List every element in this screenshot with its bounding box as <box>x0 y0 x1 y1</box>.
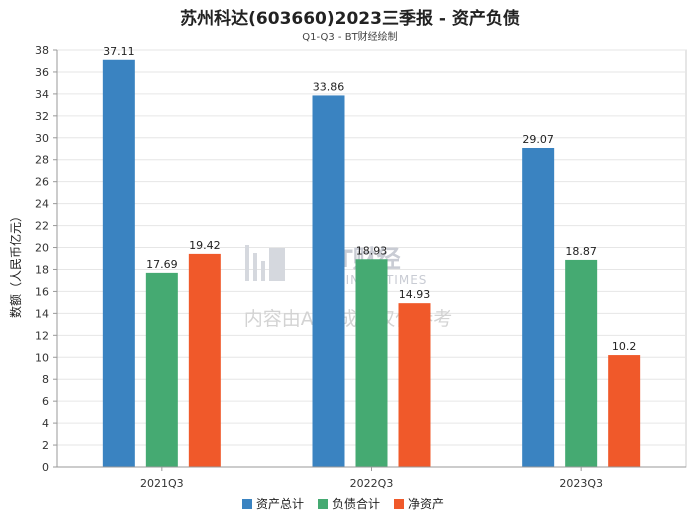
legend-item-3: 净资产 <box>408 497 444 511</box>
data-label: 33.86 <box>313 80 345 93</box>
y-tick-label: 32 <box>35 110 49 123</box>
data-label: 18.93 <box>356 244 388 257</box>
data-label: 10.2 <box>612 340 637 353</box>
bar-3-3 <box>608 355 641 467</box>
bar-2-2 <box>355 259 388 467</box>
x-tick-label: 2023Q3 <box>559 477 603 490</box>
data-label: 29.07 <box>522 133 554 146</box>
bt-logo-icon <box>245 245 285 281</box>
y-tick-label: 24 <box>35 198 49 211</box>
data-labels: 37.11 17.69 19.42 33.86 18.93 14.93 29.07 18.87… <box>103 45 636 353</box>
y-tick-label: 16 <box>35 285 49 298</box>
y-tick-label: 38 <box>35 44 49 57</box>
x-axis: 2021Q3 2022Q3 2023Q3 <box>57 466 686 490</box>
data-label: 18.87 <box>565 245 597 258</box>
y-tick-label: 20 <box>35 242 49 255</box>
y-tick-label: 4 <box>42 417 49 430</box>
x-tick-label: 2022Q3 <box>350 477 394 490</box>
bar-1-3 <box>522 147 555 467</box>
y-tick-label: 12 <box>35 329 49 342</box>
y-tick-label: 30 <box>35 132 49 145</box>
y-tick-label: 22 <box>35 220 49 233</box>
y-tick-label: 34 <box>35 88 49 101</box>
legend-item-1: 资产总计 <box>256 497 304 511</box>
legend-item-2: 负债合计 <box>332 496 380 511</box>
legend-swatch-1 <box>242 499 252 509</box>
y-axis-label: 数额（人民币亿元） <box>8 210 23 318</box>
data-label: 19.42 <box>189 239 221 252</box>
y-tick-label: 18 <box>35 263 49 276</box>
y-tick-label: 6 <box>42 395 49 408</box>
data-label: 37.11 <box>103 45 135 58</box>
bar-2-3 <box>565 259 598 467</box>
legend-swatch-3 <box>394 499 404 509</box>
bar-3-2 <box>398 303 431 467</box>
chart-title: 苏州科达(603660)2023三季报 - 资产负债 <box>180 9 520 29</box>
y-tick-label: 2 <box>42 439 49 452</box>
bar-1-1 <box>102 59 135 468</box>
y-tick-label: 28 <box>35 154 49 167</box>
data-label: 17.69 <box>146 258 178 271</box>
y-tick-label: 8 <box>42 373 49 386</box>
y-tick-label: 14 <box>35 307 49 320</box>
y-tick-label: 36 <box>35 66 49 79</box>
bar-2-1 <box>145 272 178 467</box>
x-tick-label: 2021Q3 <box>140 477 184 490</box>
data-label: 14.93 <box>399 288 431 301</box>
bar-3-1 <box>188 253 221 467</box>
bar-1-2 <box>312 95 345 467</box>
legend: 资产总计 负债合计 净资产 <box>242 496 444 511</box>
chart-subtitle: Q1-Q3 - BT财经绘制 <box>302 32 398 43</box>
legend-swatch-2 <box>318 499 328 509</box>
y-tick-label: 10 <box>35 351 49 364</box>
y-tick-label: 26 <box>35 176 49 189</box>
y-tick-label: 0 <box>42 461 49 474</box>
bars <box>102 59 641 468</box>
